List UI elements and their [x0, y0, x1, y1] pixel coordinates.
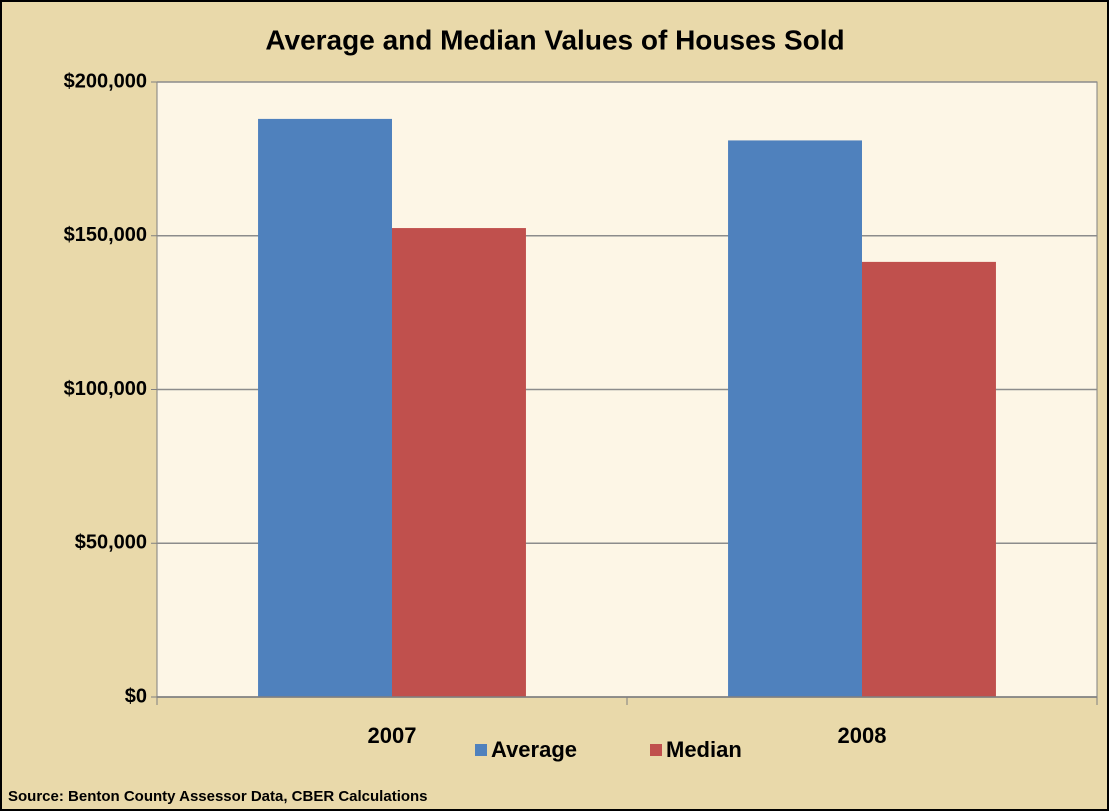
legend-label: Median — [666, 737, 742, 762]
bar — [392, 228, 526, 697]
bar — [862, 261, 996, 697]
x-tick-label: 2007 — [368, 723, 417, 748]
x-tick-label: 2008 — [838, 723, 887, 748]
y-tick-label: $150,000 — [64, 224, 147, 246]
legend-label: Average — [491, 737, 577, 762]
y-tick-label: $0 — [125, 685, 147, 707]
chart-title: Average and Median Values of Houses Sold — [265, 24, 844, 55]
y-tick-label: $50,000 — [75, 532, 147, 554]
bar — [258, 118, 392, 697]
legend-swatch — [650, 744, 662, 756]
bar — [728, 140, 862, 698]
y-tick-label: $200,000 — [64, 70, 147, 92]
y-tick-label: $100,000 — [64, 378, 147, 400]
source-note: Source: Benton County Assessor Data, CBE… — [8, 788, 428, 805]
legend-swatch — [475, 744, 487, 756]
